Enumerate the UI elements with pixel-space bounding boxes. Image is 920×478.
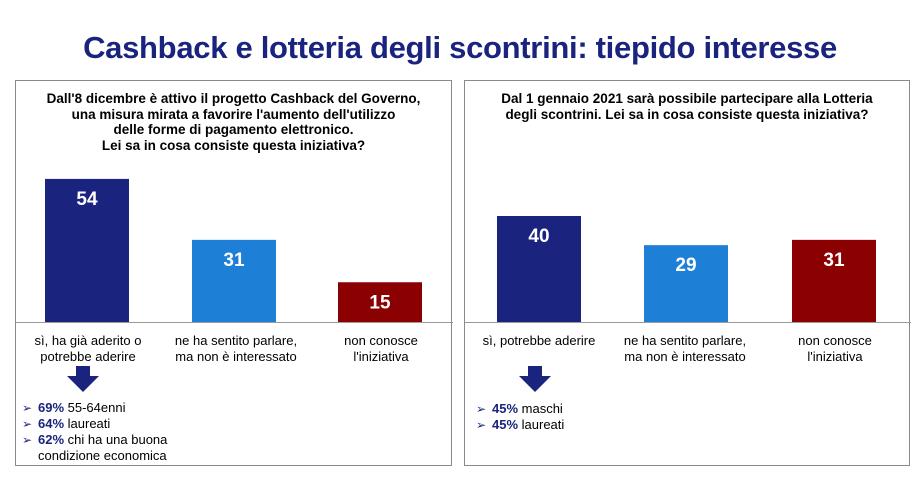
note-item: ➢ 69% 55-64enni [22, 400, 126, 415]
bar-value-label: 29 [675, 255, 696, 276]
bar-value-label: 40 [528, 226, 549, 247]
bar-3 [792, 239, 876, 322]
question-line: Dal 1 gennaio 2021 sarà possibile partec… [501, 91, 873, 106]
category-label: sì, potrebbe aderire [482, 333, 596, 348]
bar-value-label: 31 [823, 250, 845, 271]
bar-value-label: 54 [76, 189, 98, 210]
question-line: Dall'8 dicembre è attivo il progetto Cas… [46, 91, 421, 106]
axis-line [465, 322, 911, 323]
lotteria-panel: Dal 1 gennaio 2021 sarà possibile partec… [464, 80, 911, 466]
note-item: ➢ 45% laureati [476, 417, 565, 432]
question-line: degli scontrini. Lei sa in cosa consiste… [505, 106, 869, 122]
cashback-notes: ➢ 69% 55-64enni ➢ 64% laureati ➢ 62% chi ha… [22, 400, 222, 464]
note-item: ➢ 62% chi ha una buona condizione economic… [22, 432, 168, 463]
category-label: non conosce l'iniziativa [344, 333, 418, 364]
category-label: non conosce l'iniziativa [798, 333, 872, 364]
bar-1 [497, 216, 581, 322]
cashback-question: Dall'8 dicembre è attivo il progetto Cas… [16, 91, 451, 153]
note-item: ➢ 45% maschi [476, 401, 563, 416]
question-line: una misura mirata a favorire l'aumento d… [71, 106, 396, 122]
axis-line [16, 322, 453, 323]
question-line: Lei sa in cosa consiste questa iniziativ… [101, 137, 366, 153]
bar-3 [338, 282, 422, 322]
lotteria-notes: ➢ 45% maschi ➢ 45% laureati [476, 401, 636, 433]
category-label: ne ha sentito parlare, ma non è interess… [623, 333, 747, 364]
bar-1 [45, 178, 129, 322]
lotteria-question: Dal 1 gennaio 2021 sarà possibile partec… [465, 91, 909, 122]
cashback-bar-chart: 54 31 15 [45, 178, 422, 322]
bar-value-label: 15 [369, 292, 391, 313]
cashback-panel: Dall'8 dicembre è attivo il progetto Cas… [15, 80, 453, 466]
bar-value-label: 31 [223, 250, 245, 271]
note-item: ➢ 64% laureati [22, 416, 111, 431]
page-title: Cashback e lotteria degli scontrini: tie… [83, 30, 837, 65]
category-label: ne ha sentito parlare, ma non è interess… [174, 333, 298, 364]
category-label: sì, ha già aderito o potrebbe aderire [34, 333, 142, 364]
question-line: delle forme di pagamento elettronico. [113, 122, 354, 137]
bar-2 [192, 239, 276, 322]
lotteria-bar-chart: 40 29 31 [497, 216, 876, 322]
bar-2 [644, 245, 728, 322]
